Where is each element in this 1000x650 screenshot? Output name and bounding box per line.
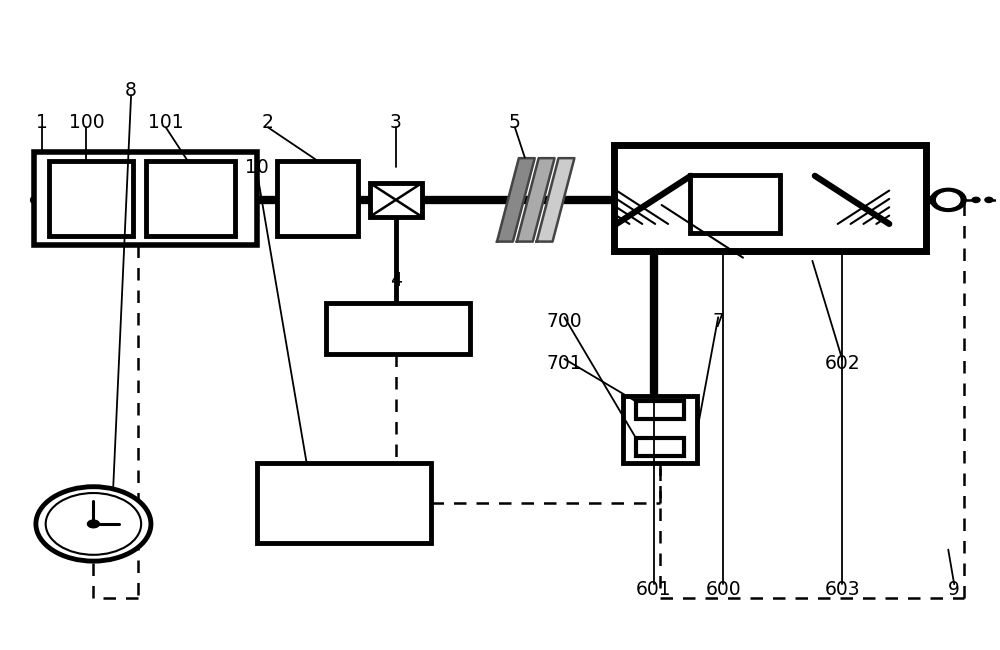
Bar (257, 463, 431, 543)
Circle shape (985, 198, 993, 202)
Bar (49, 161, 133, 237)
Text: 8: 8 (125, 81, 137, 100)
Text: 101: 101 (148, 113, 184, 133)
Circle shape (930, 188, 966, 211)
Text: 603: 603 (824, 580, 860, 599)
Text: 3: 3 (390, 113, 402, 133)
Bar (34, 151, 257, 245)
Text: 2: 2 (262, 113, 274, 133)
Circle shape (36, 487, 151, 561)
Text: 601: 601 (636, 580, 672, 599)
Circle shape (937, 192, 960, 207)
Text: 7: 7 (712, 312, 724, 332)
Circle shape (972, 198, 980, 202)
Bar (623, 396, 697, 463)
Circle shape (87, 520, 99, 528)
Bar (614, 146, 926, 251)
Bar (326, 302, 470, 354)
Text: 10: 10 (245, 159, 269, 177)
Text: 1: 1 (36, 113, 48, 133)
Text: 700: 700 (547, 312, 582, 332)
Text: 701: 701 (547, 354, 582, 373)
Text: 602: 602 (824, 354, 860, 373)
Text: 100: 100 (69, 113, 104, 133)
Bar (277, 161, 358, 237)
Text: 9: 9 (948, 580, 960, 599)
Bar (146, 161, 235, 237)
Bar (636, 401, 684, 419)
Polygon shape (537, 158, 574, 242)
Polygon shape (497, 158, 535, 242)
Circle shape (46, 493, 141, 555)
Text: 4: 4 (390, 270, 402, 290)
Bar (636, 438, 684, 456)
Bar (370, 183, 422, 216)
Polygon shape (517, 158, 555, 242)
Circle shape (998, 198, 1000, 202)
Text: 5: 5 (509, 113, 521, 133)
Text: 600: 600 (705, 580, 741, 599)
Bar (690, 176, 780, 233)
